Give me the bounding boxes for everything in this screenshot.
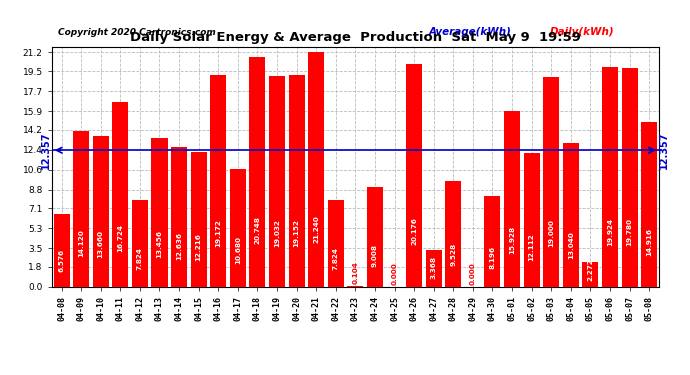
Bar bbox=[504, 111, 520, 287]
Bar bbox=[112, 102, 128, 287]
Bar bbox=[151, 138, 168, 287]
Text: 20.748: 20.748 bbox=[255, 216, 260, 244]
Text: 8.196: 8.196 bbox=[489, 246, 495, 269]
Text: 9.528: 9.528 bbox=[451, 243, 456, 266]
Text: 9.008: 9.008 bbox=[372, 244, 378, 267]
Bar bbox=[171, 147, 187, 287]
Text: 0.000: 0.000 bbox=[391, 262, 397, 285]
Text: 19.924: 19.924 bbox=[607, 217, 613, 246]
Bar bbox=[54, 214, 70, 287]
Text: 12.357: 12.357 bbox=[660, 132, 669, 169]
Text: 3.368: 3.368 bbox=[431, 255, 437, 279]
Text: 12.357: 12.357 bbox=[41, 132, 51, 169]
Text: 14.916: 14.916 bbox=[646, 228, 652, 255]
Bar bbox=[288, 75, 304, 287]
Bar bbox=[484, 196, 500, 287]
Text: 7.824: 7.824 bbox=[333, 247, 339, 270]
Title: Daily Solar Energy & Average  Production  Sat  May 9  19:59: Daily Solar Energy & Average Production … bbox=[130, 32, 581, 44]
Bar bbox=[308, 52, 324, 287]
Text: 19.780: 19.780 bbox=[627, 218, 633, 246]
Text: Daily(kWh): Daily(kWh) bbox=[550, 27, 614, 37]
Bar bbox=[641, 122, 657, 287]
Bar bbox=[602, 66, 618, 287]
Text: 10.680: 10.680 bbox=[235, 236, 241, 264]
Text: 13.456: 13.456 bbox=[157, 230, 162, 258]
Bar bbox=[190, 152, 207, 287]
Bar bbox=[563, 142, 579, 287]
Text: 2.272: 2.272 bbox=[587, 258, 593, 281]
Bar bbox=[249, 57, 266, 287]
Text: 13.660: 13.660 bbox=[98, 230, 104, 258]
Bar bbox=[92, 136, 109, 287]
Bar bbox=[524, 153, 540, 287]
Text: 21.240: 21.240 bbox=[313, 215, 319, 243]
Bar bbox=[622, 68, 638, 287]
Text: Average(kWh): Average(kWh) bbox=[428, 27, 511, 37]
Text: 20.176: 20.176 bbox=[411, 217, 417, 245]
Text: 19.032: 19.032 bbox=[274, 219, 280, 248]
Bar bbox=[347, 286, 364, 287]
Bar bbox=[582, 262, 598, 287]
Bar bbox=[328, 200, 344, 287]
Bar bbox=[132, 200, 148, 287]
Bar bbox=[445, 182, 462, 287]
Text: 15.928: 15.928 bbox=[509, 225, 515, 254]
Text: 6.576: 6.576 bbox=[59, 249, 65, 272]
Text: 12.112: 12.112 bbox=[529, 233, 535, 261]
Text: 0.104: 0.104 bbox=[353, 261, 358, 284]
Text: 19.152: 19.152 bbox=[293, 219, 299, 247]
Text: 0.000: 0.000 bbox=[470, 262, 476, 285]
Bar bbox=[269, 76, 285, 287]
Text: 13.040: 13.040 bbox=[568, 231, 574, 259]
Text: 19.000: 19.000 bbox=[549, 219, 554, 248]
Text: 14.120: 14.120 bbox=[78, 230, 84, 257]
Bar bbox=[426, 250, 442, 287]
Text: 16.724: 16.724 bbox=[117, 224, 124, 252]
Bar bbox=[367, 187, 383, 287]
Text: Copyright 2020 Cartronics.com: Copyright 2020 Cartronics.com bbox=[58, 28, 215, 37]
Text: 7.824: 7.824 bbox=[137, 247, 143, 270]
Text: 12.636: 12.636 bbox=[176, 232, 182, 260]
Bar bbox=[543, 77, 560, 287]
Bar bbox=[210, 75, 226, 287]
Bar bbox=[406, 64, 422, 287]
Text: 19.172: 19.172 bbox=[215, 219, 221, 247]
Text: 12.216: 12.216 bbox=[196, 233, 201, 261]
Bar bbox=[73, 131, 89, 287]
Bar bbox=[230, 169, 246, 287]
